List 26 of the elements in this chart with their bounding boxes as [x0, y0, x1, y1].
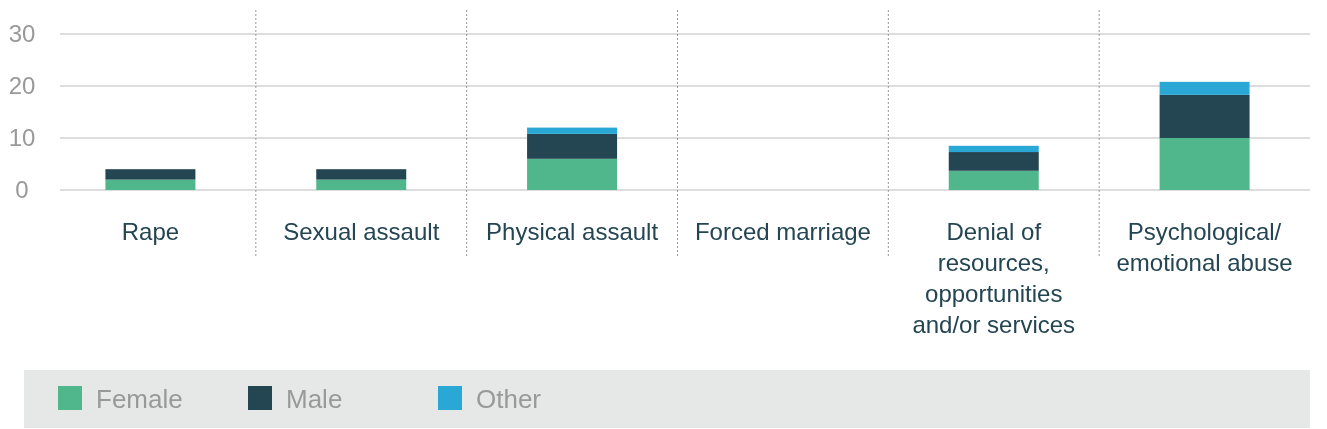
bar [1159, 138, 1250, 190]
y-tick-label: 20 [8, 72, 36, 100]
y-tick-label: 0 [15, 176, 29, 204]
bar [1159, 81, 1250, 95]
legend-label: Female [96, 384, 183, 415]
bar [105, 169, 196, 180]
bar [1159, 94, 1250, 138]
bar [948, 145, 1039, 153]
legend-label: Other [476, 384, 542, 415]
bar [527, 127, 618, 134]
x-tick-label: Psychological/ emotional abuse [1116, 218, 1293, 276]
y-tick-label: 30 [8, 20, 36, 48]
bar [105, 179, 196, 190]
bar [316, 179, 407, 190]
bar [527, 133, 618, 159]
x-tick-label: Forced marriage [694, 218, 871, 245]
y-tick-label: 10 [8, 124, 36, 152]
bar [316, 169, 407, 180]
legend-label: Male [286, 384, 343, 415]
bar [527, 158, 618, 190]
bar [948, 170, 1039, 190]
x-tick-label: Sexual assault [283, 218, 440, 245]
x-tick-label: Rape [121, 218, 180, 245]
x-tick-label: Denial of resources, opportunities and/or services [912, 218, 1076, 338]
bar [948, 152, 1039, 171]
x-tick-label: Physical assault [486, 218, 659, 245]
